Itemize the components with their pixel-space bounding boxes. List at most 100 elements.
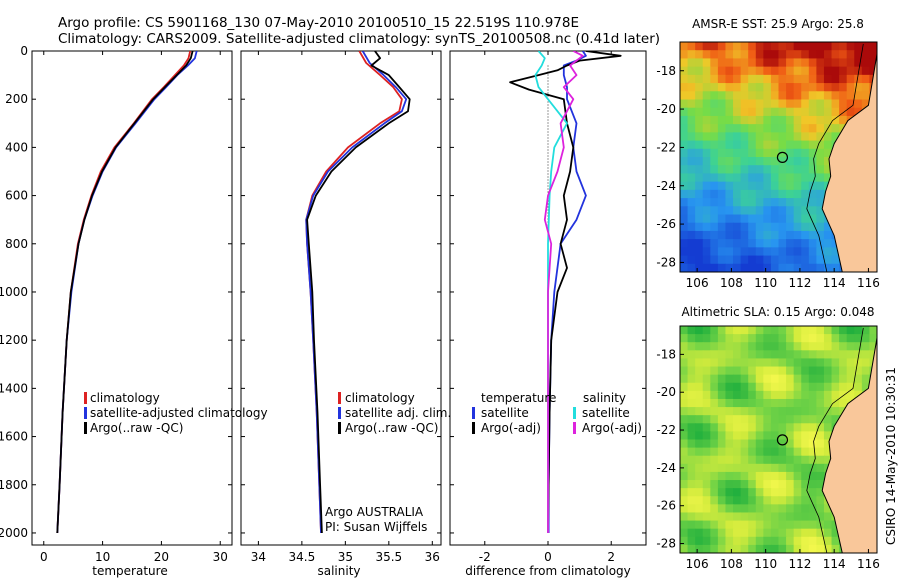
map-cell bbox=[755, 496, 764, 505]
map-cell bbox=[710, 247, 719, 257]
map-x-tick-label: 116 bbox=[857, 276, 880, 290]
map-cell bbox=[695, 74, 704, 84]
map-cell bbox=[778, 206, 787, 216]
map-cell bbox=[702, 447, 711, 457]
map-cell bbox=[778, 99, 787, 109]
map-cell bbox=[710, 173, 719, 183]
map-cell bbox=[854, 374, 863, 384]
map-cell bbox=[740, 528, 749, 538]
map-cell bbox=[786, 382, 795, 392]
map-cell bbox=[755, 115, 764, 125]
map-cell bbox=[710, 124, 719, 133]
map-cell bbox=[725, 423, 734, 432]
map-cell bbox=[748, 439, 757, 449]
map-cell bbox=[778, 366, 787, 376]
map-cell bbox=[717, 463, 727, 473]
map-cell bbox=[755, 439, 764, 449]
map-cell bbox=[680, 455, 689, 465]
map-cell bbox=[793, 91, 802, 101]
map-cell bbox=[770, 536, 780, 546]
map-cell bbox=[748, 165, 757, 175]
map-cell bbox=[763, 140, 772, 150]
map-cell bbox=[710, 83, 719, 92]
map-cell bbox=[808, 263, 817, 272]
map-cell bbox=[786, 488, 795, 497]
map-cell bbox=[823, 247, 833, 257]
map-cell bbox=[725, 230, 734, 240]
map-cell bbox=[702, 544, 711, 553]
map-cell bbox=[808, 91, 817, 101]
map-cell bbox=[725, 157, 734, 166]
map-cell bbox=[763, 148, 772, 158]
map-cell bbox=[793, 173, 802, 183]
map-cell bbox=[808, 107, 817, 117]
map-cell bbox=[846, 334, 855, 343]
map-cell bbox=[740, 471, 749, 481]
map-cell bbox=[695, 463, 704, 473]
map-cell bbox=[680, 544, 689, 553]
map-cell bbox=[801, 342, 810, 351]
map-cell bbox=[733, 255, 742, 265]
map-cell bbox=[823, 140, 833, 150]
map-cell bbox=[725, 91, 734, 101]
map-cell bbox=[801, 544, 810, 553]
map-cell bbox=[854, 83, 863, 92]
map-cell bbox=[710, 512, 719, 522]
map-cell bbox=[702, 471, 711, 481]
map-cell bbox=[770, 398, 780, 408]
map-cell bbox=[680, 536, 689, 546]
map-cell bbox=[680, 58, 689, 68]
map-cell bbox=[786, 198, 795, 207]
map-y-tick-label: -18 bbox=[656, 64, 676, 78]
map-x-tick-label: 110 bbox=[754, 557, 777, 571]
map-cell bbox=[755, 398, 764, 408]
map-cell bbox=[687, 358, 696, 368]
map-cell bbox=[710, 222, 719, 232]
map-cell bbox=[702, 390, 711, 400]
map-cell bbox=[770, 358, 780, 368]
map-cell bbox=[748, 239, 757, 248]
map-cell bbox=[733, 342, 742, 351]
map-cell bbox=[846, 66, 855, 76]
map-cell bbox=[793, 415, 802, 424]
map-cell bbox=[770, 439, 780, 449]
map-cell bbox=[831, 124, 840, 133]
map-cell bbox=[793, 247, 802, 257]
map-cell bbox=[695, 439, 704, 449]
map-cell bbox=[748, 58, 757, 68]
map-cell bbox=[823, 99, 833, 109]
y-tick-label: 1800 bbox=[0, 478, 28, 492]
map-cell bbox=[763, 398, 772, 408]
map-cell bbox=[710, 181, 719, 191]
map-cell bbox=[801, 390, 810, 400]
map-cell bbox=[733, 132, 742, 142]
map-cell bbox=[740, 342, 749, 351]
map-cell bbox=[740, 230, 749, 240]
map-cell bbox=[680, 132, 689, 142]
map-cell bbox=[793, 255, 802, 265]
map-cell bbox=[816, 488, 825, 497]
map-cell bbox=[725, 374, 734, 384]
map-cell bbox=[725, 140, 734, 150]
map-cell bbox=[680, 496, 689, 505]
map-cell bbox=[808, 471, 817, 481]
map-cell bbox=[801, 206, 810, 216]
map-cell bbox=[695, 504, 704, 514]
map-cell bbox=[755, 148, 764, 158]
map-cell bbox=[801, 447, 810, 457]
map-cell bbox=[763, 173, 772, 183]
map-cell bbox=[816, 455, 825, 465]
map-cell bbox=[816, 247, 825, 257]
map-cell bbox=[717, 431, 727, 441]
map-cell bbox=[695, 263, 704, 272]
map-cell bbox=[717, 107, 727, 117]
map-cell bbox=[755, 447, 764, 457]
map-cell bbox=[695, 431, 704, 441]
sla-map-title: Altimetric SLA: 0.15 Argo: 0.048 bbox=[681, 305, 874, 319]
map-cell bbox=[680, 263, 689, 272]
map-cell bbox=[831, 115, 840, 125]
map-cell bbox=[778, 247, 787, 257]
map-cell bbox=[770, 447, 780, 457]
map-cell bbox=[763, 165, 772, 175]
map-cell bbox=[702, 480, 711, 489]
